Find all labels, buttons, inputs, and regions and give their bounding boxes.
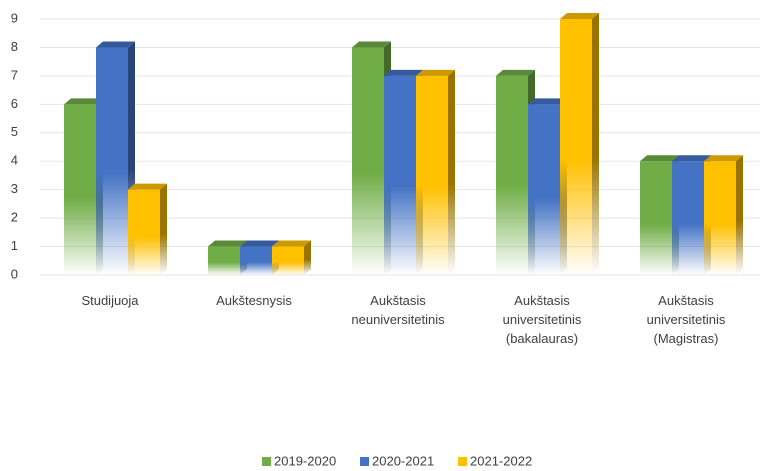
bar-side (736, 155, 743, 275)
bar-top (560, 13, 599, 19)
bar-top (672, 155, 711, 162)
bar-top (640, 155, 679, 162)
bar-front (272, 246, 304, 275)
bar-side (160, 183, 167, 275)
legend-label: 2020-2021 (372, 453, 434, 466)
bar-front (496, 75, 528, 275)
y-tick-label: 6 (11, 96, 18, 111)
bar-top (96, 41, 135, 48)
bar-top (128, 183, 167, 190)
bar-side (448, 69, 455, 275)
bar-front (352, 47, 384, 275)
bar-top (528, 98, 567, 105)
x-tick-label: Aukštasis universitetinis (bakalauras) (503, 293, 582, 346)
bar-top (416, 69, 455, 76)
bar-top (208, 240, 247, 247)
bar-front (240, 246, 272, 275)
legend-swatch (360, 457, 369, 466)
y-tick-label: 4 (11, 153, 18, 168)
y-tick-label: 7 (11, 67, 18, 82)
x-tick-label: Studijuoja (81, 293, 139, 308)
bar-front (384, 75, 416, 275)
bar-side (304, 240, 311, 275)
bar-front (560, 19, 592, 275)
bar-front (208, 246, 240, 275)
bar-top (384, 69, 423, 76)
legend-swatch (262, 457, 271, 466)
bar-side (592, 13, 599, 275)
y-tick-label: 8 (11, 39, 18, 54)
y-tick-label: 9 (11, 10, 18, 25)
bar-top (240, 240, 279, 247)
bar-front (416, 75, 448, 275)
bar-top (704, 155, 743, 162)
bar-front (528, 104, 560, 275)
y-tick-label: 3 (11, 181, 18, 196)
bar-top (352, 41, 391, 48)
y-tick-label: 5 (11, 124, 18, 139)
y-tick-label: 0 (11, 266, 18, 281)
bar-front (640, 161, 672, 275)
bar-top (496, 69, 535, 76)
legend-swatch (458, 457, 467, 466)
bar-front (64, 104, 96, 275)
x-tick-label: Aukštasis neuniversitetinis (351, 293, 445, 327)
bar-front (128, 189, 160, 275)
legend-label: 2019-2020 (274, 453, 336, 466)
bar-top (64, 98, 103, 105)
bar-front (96, 47, 128, 275)
bar-front (672, 161, 704, 275)
x-tick-label: Aukštesnysis (216, 293, 292, 308)
legend-label: 2021-2022 (470, 453, 532, 466)
bar (704, 155, 743, 275)
bar (128, 183, 167, 275)
bar-top (272, 240, 311, 247)
bar (560, 13, 599, 275)
x-tick-label: Aukštasis universitetinis (Magistras) (647, 293, 726, 346)
bar-front (704, 161, 736, 275)
y-tick-label: 2 (11, 210, 18, 225)
bar (272, 240, 311, 275)
bar (416, 69, 455, 275)
y-tick-label: 1 (11, 238, 18, 253)
